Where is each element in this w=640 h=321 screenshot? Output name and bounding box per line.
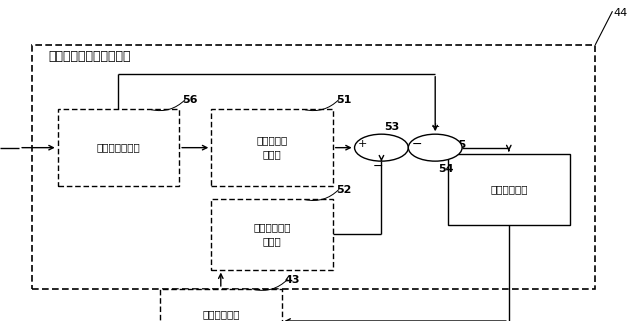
Bar <box>448 154 570 225</box>
Bar <box>58 109 179 186</box>
Text: 43: 43 <box>285 275 300 285</box>
Bar <box>211 199 333 270</box>
Circle shape <box>408 134 462 161</box>
Text: 53: 53 <box>385 122 400 132</box>
Text: 44: 44 <box>613 8 627 18</box>
Bar <box>211 109 333 186</box>
Bar <box>160 289 282 321</box>
Text: −: − <box>373 160 383 172</box>
Text: 52: 52 <box>336 185 351 195</box>
Text: −: − <box>412 138 422 151</box>
Text: +: + <box>358 139 367 150</box>
Circle shape <box>355 134 408 161</box>
Text: ＦＰＮ平均値
計算部: ＦＰＮ平均値 計算部 <box>253 222 291 246</box>
Text: ＦＰＮデータ
記憶部: ＦＰＮデータ 記憶部 <box>202 309 239 321</box>
Text: 51: 51 <box>336 95 351 105</box>
Text: 54: 54 <box>438 164 454 174</box>
Bar <box>32 45 595 289</box>
Text: データ更新部: データ更新部 <box>490 184 527 195</box>
Text: 55: 55 <box>451 140 467 150</box>
Text: フレームメモリ: フレームメモリ <box>97 143 140 153</box>
Text: ノイズデータ更新処理部: ノイズデータ更新処理部 <box>48 50 131 63</box>
Text: 56: 56 <box>182 95 198 105</box>
Text: 信号平均値
計算部: 信号平均値 計算部 <box>257 136 287 160</box>
Text: +: + <box>431 122 440 132</box>
